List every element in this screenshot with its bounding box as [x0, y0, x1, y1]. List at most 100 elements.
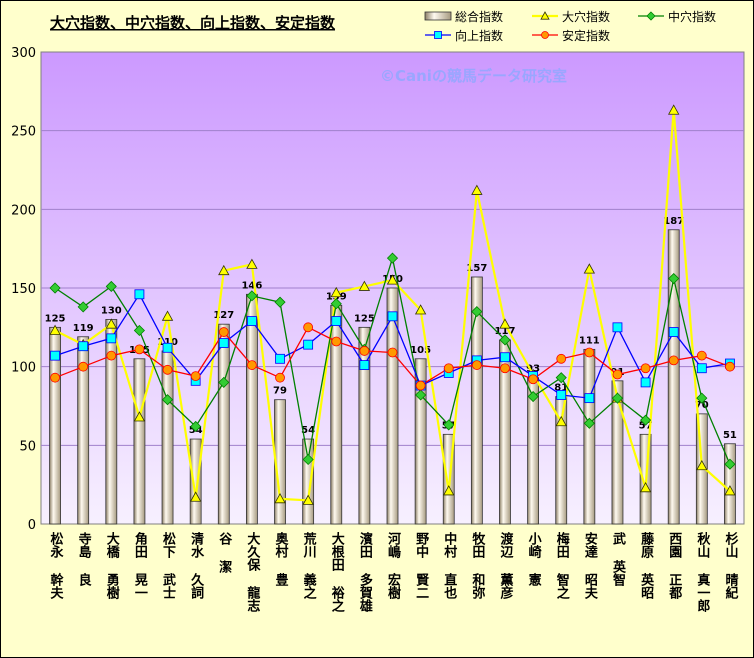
series-point: [134, 289, 145, 300]
series-point: [696, 459, 708, 471]
x-tick-label: 武 英智: [610, 531, 627, 586]
x-tick-label: 奥村 豊: [273, 531, 289, 587]
series-point: [640, 377, 651, 388]
series-point: [78, 341, 89, 352]
x-tick-label: 小崎 憲: [526, 532, 543, 587]
series-point: [696, 363, 707, 374]
bar-data-label: 51: [723, 430, 737, 441]
bar-data-label: 111: [579, 335, 600, 346]
series-point: [189, 491, 202, 502]
series-point: [556, 390, 567, 400]
series-point: [133, 324, 145, 337]
series-point: [78, 361, 89, 372]
series-point: [724, 485, 736, 496]
series-point: [246, 316, 257, 326]
series-point: [303, 322, 314, 333]
series-point: [218, 338, 229, 348]
legend-item: 中穴指数: [638, 9, 716, 24]
y-tick-label: 150: [11, 282, 36, 297]
series-point: [471, 184, 483, 195]
series-point: [358, 280, 371, 291]
series-point: [50, 350, 60, 361]
x-tick-label: 角田 晃一: [132, 531, 148, 599]
series-point: [556, 353, 567, 364]
series-point: [359, 346, 370, 356]
bar: [77, 336, 90, 525]
x-axis-ticks: 松永 幹夫 寺島 良大橋 勇樹 角田 晃一 松下 武士 清水 久詞谷 潔大久保 龍志 奥村…: [48, 531, 738, 613]
legend-label: 向上指数: [455, 28, 503, 43]
legend-marker: [646, 11, 656, 21]
series-point: [500, 352, 510, 363]
series-point: [584, 347, 595, 358]
series-point: [640, 363, 651, 374]
x-tick-label: 荒川 義之: [301, 531, 318, 600]
legend-item: 大穴指数: [532, 9, 610, 24]
y-tick-label: 250: [11, 125, 36, 140]
series-point: [246, 360, 257, 370]
bar-data-label: 117: [495, 326, 516, 337]
x-tick-label: 松下 武士: [160, 531, 176, 599]
series-point: [133, 411, 146, 422]
series-point: [105, 318, 117, 329]
bar-data-label: 105: [410, 345, 431, 356]
series-point: [218, 376, 230, 388]
series-point: [668, 272, 680, 285]
series-point: [499, 334, 511, 346]
series-point: [555, 372, 567, 384]
x-tick-label: 中村 直也: [441, 531, 457, 600]
x-tick-label: 牧田 和弥: [469, 531, 485, 600]
x-tick-label: 大橋 勇樹: [104, 531, 120, 600]
bar-data-label: 119: [73, 323, 94, 334]
x-tick-label: 安達 昭夫: [582, 531, 598, 600]
bar-data-label: 70: [695, 400, 709, 411]
chart-title: 大穴指数、中穴指数、向上指数、安定指数: [50, 14, 336, 32]
legend-label: 大穴指数: [562, 9, 610, 24]
bar-data-label: 130: [101, 305, 122, 316]
series-point: [415, 389, 427, 401]
bar: [414, 358, 427, 525]
series-point: [218, 327, 229, 337]
series-point: [696, 350, 707, 361]
legend-label: 安定指数: [562, 28, 610, 43]
bar-data-label: 187: [663, 216, 684, 227]
series-point: [302, 494, 314, 505]
series-point: [471, 306, 483, 318]
series-point: [246, 258, 258, 269]
series-point: [49, 324, 61, 335]
series-point: [274, 493, 286, 504]
series-point: [443, 419, 455, 431]
bar: [386, 287, 399, 525]
series-point: [639, 481, 652, 493]
series-point: [528, 374, 538, 385]
legend-marker: [434, 31, 442, 39]
x-tick-label: 寺島 良: [76, 531, 92, 587]
y-tick-label: 100: [11, 361, 36, 376]
x-tick-label: 濱田 多賀雄: [357, 531, 374, 613]
series-point: [583, 417, 595, 429]
series-point: [583, 263, 596, 274]
bar-data-label: 125: [45, 313, 66, 324]
bar: [302, 438, 315, 525]
bar-data-label: 81: [554, 383, 568, 394]
bar: [724, 443, 736, 525]
legend-label: 中穴指数: [668, 9, 716, 24]
series-point: [161, 310, 174, 321]
series-point: [77, 301, 89, 313]
series-point: [386, 274, 399, 285]
series-point: [696, 392, 708, 404]
x-tick-label: 藤原 英昭: [638, 531, 655, 600]
bar-data-label: 57: [639, 420, 653, 431]
legend-marker: [540, 11, 550, 20]
bar: [583, 348, 596, 525]
series-point: [725, 361, 735, 372]
x-tick-label: 大根田 裕之: [329, 531, 346, 613]
series-point: [443, 485, 455, 496]
bar: [358, 326, 371, 525]
series-point: [668, 355, 679, 366]
series-point: [330, 286, 342, 298]
series-point: [387, 347, 398, 358]
series-point: [724, 458, 736, 470]
series-point: [162, 364, 173, 375]
series-point: [105, 280, 117, 292]
